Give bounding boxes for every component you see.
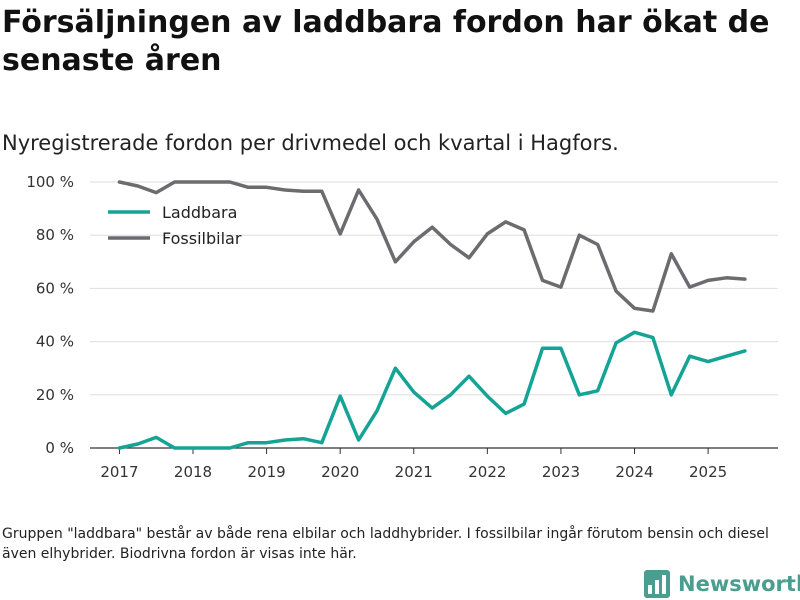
y-tick-label-100: 100 % (26, 173, 74, 191)
brand-name: Newsworthy (678, 572, 800, 596)
axes: 0 % 20 % 40 % 60 % 80 % 100 % 2017 2018 2019 2020… (26, 173, 778, 481)
newsworthy-brand[interactable]: Newsworthy (644, 570, 800, 598)
series-line-fossilbilar (117, 180, 747, 313)
newsworthy-logo-icon (644, 570, 670, 598)
x-tick-label-2019: 2019 (248, 463, 286, 481)
y-tick-label-60: 60 % (36, 279, 74, 297)
chart-title: Försäljningen av laddbara fordon har öka… (2, 5, 770, 78)
x-tick-label-2018: 2018 (174, 463, 212, 481)
y-tick-label-0: 0 % (45, 439, 74, 457)
x-tick-label-2020: 2020 (321, 463, 359, 481)
line-chart: 0 % 20 % 40 % 60 % 80 % 100 % 2017 2018 2019 2020… (26, 173, 778, 481)
x-tick-label-2023: 2023 (542, 463, 580, 481)
series-lines (117, 180, 747, 450)
x-tick-label-2022: 2022 (468, 463, 506, 481)
x-tick-label-2021: 2021 (395, 463, 433, 481)
y-tick-label-40: 40 % (36, 333, 74, 351)
chart-footnote: Gruppen "laddbara" består av både rena e… (2, 526, 769, 562)
legend: Laddbara Fossilbilar (108, 203, 242, 248)
y-tick-label-20: 20 % (36, 386, 74, 404)
x-tick-label-2017: 2017 (100, 463, 138, 481)
y-tick-label-80: 80 % (36, 226, 74, 244)
x-tick-label-2025: 2025 (689, 463, 727, 481)
x-tick-label-2024: 2024 (615, 463, 653, 481)
chart-subtitle: Nyregistrerade fordon per drivmedel och … (2, 131, 619, 155)
series-line-laddbara (117, 330, 747, 450)
legend-label-fossilbilar: Fossilbilar (162, 229, 242, 248)
legend-label-laddbara: Laddbara (162, 203, 237, 222)
